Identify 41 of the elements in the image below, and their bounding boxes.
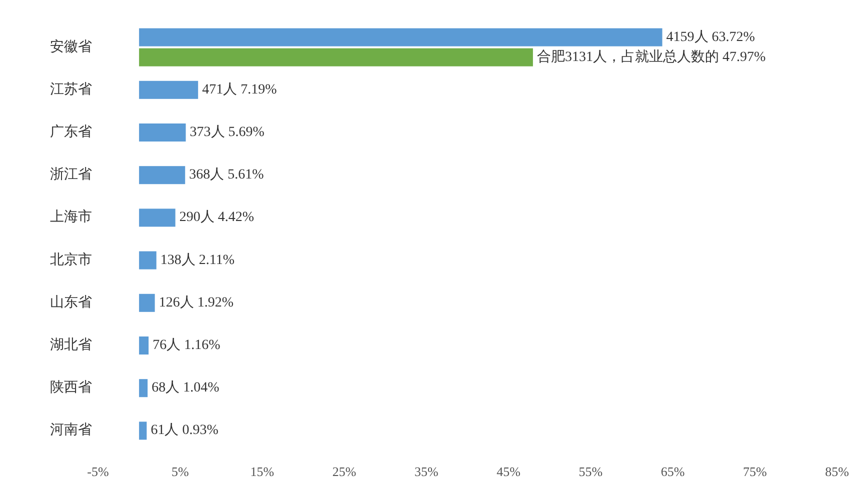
x-tick-label: 5% [171, 464, 189, 479]
bar [139, 166, 186, 184]
x-tick-label: 25% [332, 464, 356, 479]
y-tick-label: 湖北省 [50, 337, 92, 353]
bar [139, 294, 155, 312]
y-tick-label: 陕西省 [50, 380, 92, 396]
y-tick-label: 山东省 [50, 294, 92, 310]
bar [139, 80, 198, 99]
data-label: 290人 4.42% [179, 209, 254, 226]
bar [139, 379, 148, 398]
x-tick-label: 65% [660, 464, 685, 479]
y-tick-label: 上海市 [50, 209, 92, 226]
data-label: 126人 1.92% [158, 294, 234, 310]
bar [139, 251, 156, 270]
y-tick-label: 江苏省 [50, 81, 92, 98]
data-label: 138人 2.11% [160, 252, 235, 268]
bar [139, 208, 176, 227]
bar [139, 336, 149, 355]
x-tick-label: 85% [825, 464, 850, 479]
bar [139, 123, 186, 142]
x-tick-label: 35% [414, 464, 439, 479]
y-tick-label: 广东省 [50, 124, 92, 140]
x-tick-label: 15% [250, 464, 274, 479]
data-label: 合肥3131人，占就业总人数的 47.97% [536, 48, 766, 65]
data-label: 68人 1.04% [152, 380, 220, 396]
x-tick-label: -5% [87, 464, 109, 479]
y-tick-label: 河南省 [50, 422, 92, 438]
x-tick-label: 55% [578, 464, 603, 479]
data-label: 471人 7.19% [202, 81, 278, 98]
bar [139, 48, 533, 66]
y-tick-label: 安徽省 [50, 38, 92, 55]
y-tick-label: 浙江省 [50, 166, 92, 183]
data-label: 373人 5.69% [190, 124, 265, 140]
y-tick-label: 北京市 [50, 252, 92, 268]
data-label: 368人 5.61% [189, 166, 264, 183]
x-tick-label: 45% [496, 464, 521, 479]
bar [139, 422, 147, 440]
data-label: 4159人 63.72% [666, 28, 756, 45]
data-label: 76人 1.16% [152, 337, 221, 353]
x-tick-label: 75% [742, 464, 767, 479]
data-label: 61人 0.93% [150, 422, 219, 438]
